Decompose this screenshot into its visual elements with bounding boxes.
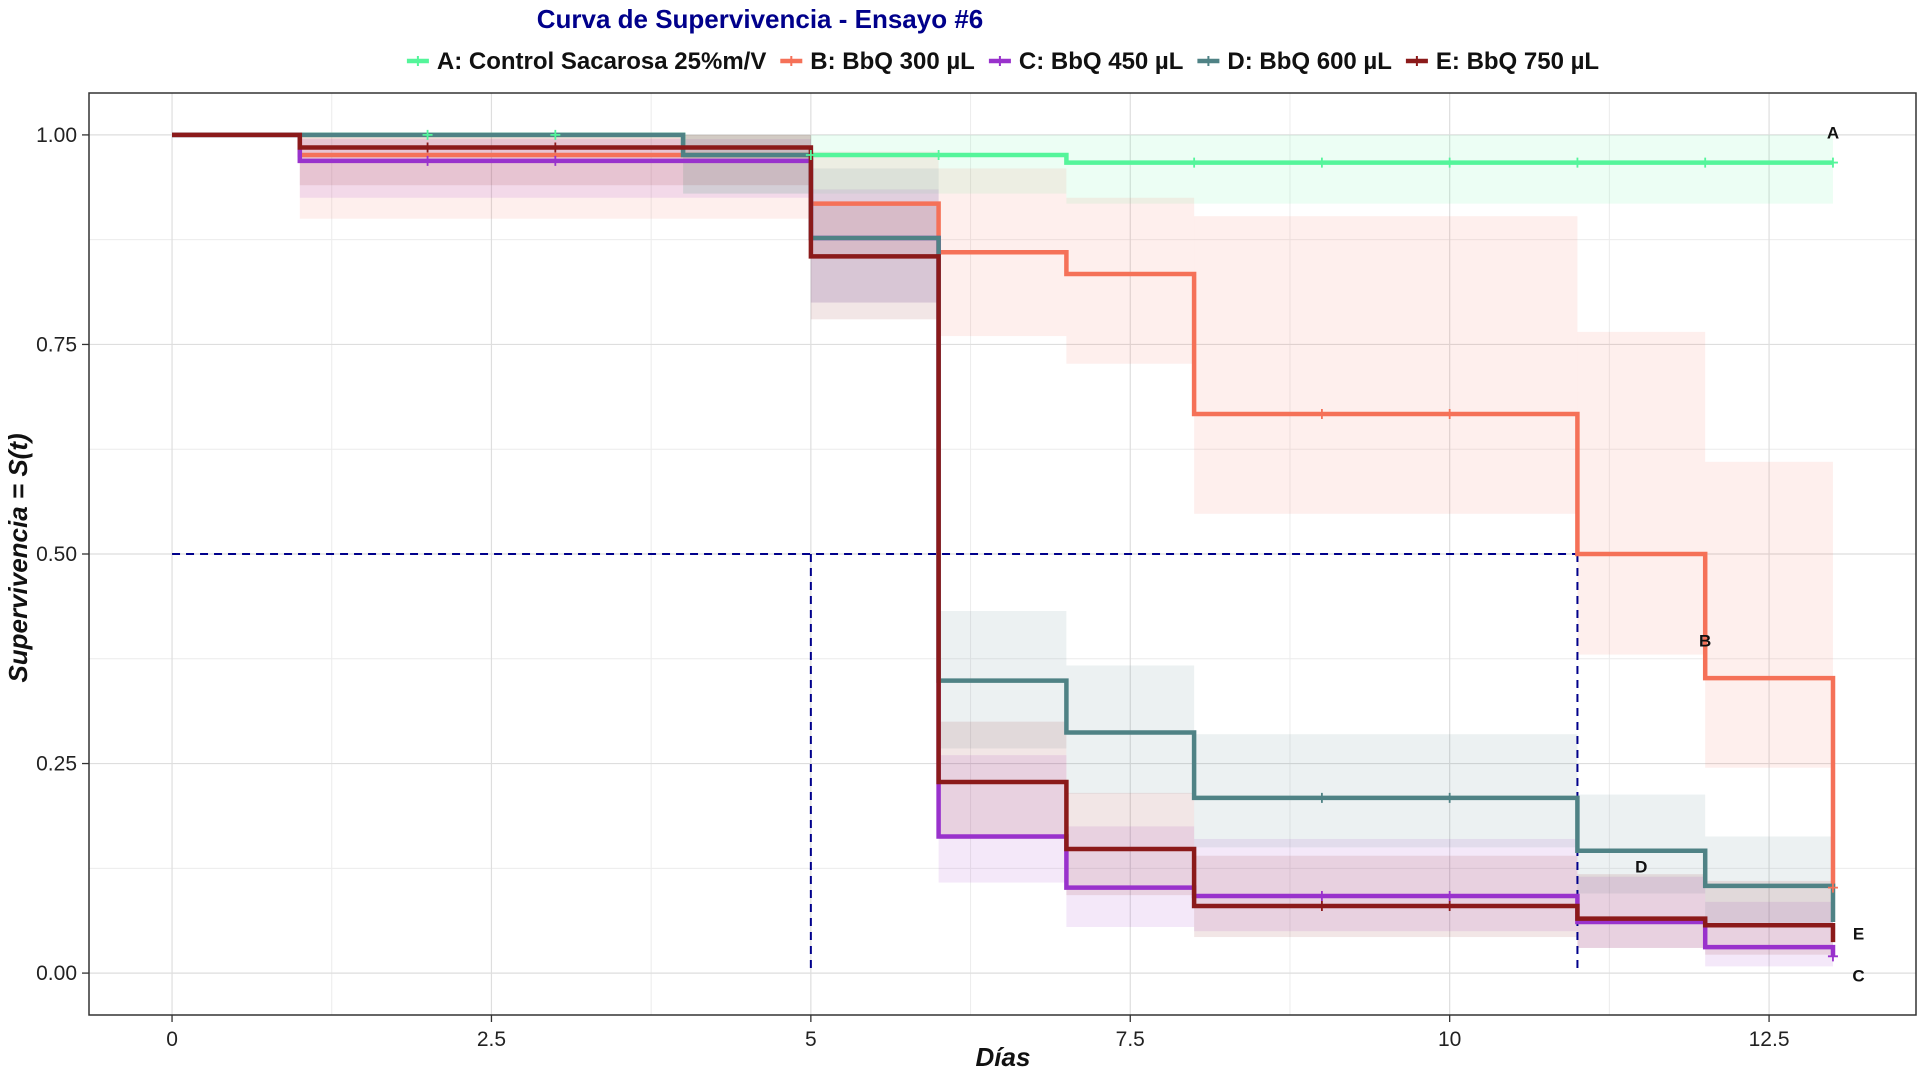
legend-key-cross — [412, 56, 423, 66]
x-tick-label: 0 — [166, 1028, 178, 1051]
legend-key-cross — [786, 56, 797, 66]
legend-label: A: Control Sacarosa 25%m/V — [437, 48, 766, 75]
legend-item: A: Control Sacarosa 25%m/V — [406, 48, 766, 75]
confidence-band-segment — [1705, 461, 1833, 768]
y-tick-label: 1.00 — [36, 124, 77, 147]
legend: A: Control Sacarosa 25%m/V B: BbQ 300 µL C… — [406, 48, 1599, 75]
end-labels: A B D E C — [1635, 123, 1864, 985]
censor-mark — [1827, 882, 1838, 893]
x-tick-label: 5 — [805, 1028, 817, 1051]
legend-key-cross — [994, 56, 1005, 66]
median-reference-lines — [172, 553, 1579, 974]
censor-mark — [1189, 157, 1200, 168]
y-tick-label: 0.50 — [36, 543, 77, 566]
confidence-band-segment — [683, 134, 1067, 194]
confidence-band-segment — [1194, 734, 1578, 848]
legend-item: E: BbQ 750 µL — [1405, 48, 1599, 75]
survival-lines — [172, 132, 1836, 957]
censor-mark — [1444, 901, 1455, 912]
censor-mark — [1572, 157, 1583, 168]
censor-mark — [1316, 157, 1327, 168]
censor-mark — [1316, 890, 1327, 901]
end-label: B — [1699, 631, 1711, 650]
censor-mark — [1316, 901, 1327, 912]
censor-mark — [1827, 951, 1838, 962]
legend-item: D: BbQ 600 µL — [1197, 48, 1392, 75]
confidence-band-segment — [1066, 134, 1833, 204]
x-tick-label: 7.5 — [1116, 1028, 1145, 1051]
censor-mark — [1444, 890, 1455, 901]
x-axis-title: Días — [976, 1042, 1031, 1072]
chart-title: Curva de Supervivencia - Ensayo #6 — [537, 4, 984, 34]
confidence-band-segment — [810, 201, 939, 320]
confidence-band-segment — [1705, 880, 1833, 955]
confidence-band-segment — [1066, 792, 1195, 896]
confidence-band-segment — [810, 168, 939, 303]
legend-key-cross — [1411, 56, 1422, 66]
y-tick-label: 0.25 — [36, 753, 77, 776]
censor-mark — [1316, 792, 1327, 803]
censor-mark — [1827, 157, 1838, 168]
legend-label: E: BbQ 750 µL — [1436, 48, 1599, 75]
x-axis-ticks: 0 2.5 5 7.5 10 12.5 — [166, 1015, 1790, 1051]
censor-mark — [422, 129, 433, 140]
confidence-band-segment — [1194, 838, 1578, 932]
end-label: A — [1827, 123, 1839, 142]
censor-marks — [422, 129, 1838, 962]
legend-label: D: BbQ 600 µL — [1227, 48, 1392, 75]
confidence-band-segment — [1066, 197, 1195, 364]
x-tick-label: 10 — [1438, 1028, 1461, 1051]
legend-label: B: BbQ 300 µL — [810, 48, 975, 75]
y-axis-ticks: 0.00 0.25 0.50 0.75 1.00 — [36, 124, 89, 985]
confidence-band-segment — [683, 134, 811, 194]
x-tick-label: 12.5 — [1749, 1028, 1790, 1051]
confidence-band-segment — [1577, 876, 1706, 948]
confidence-band-segment — [1705, 901, 1833, 967]
y-axis-title: Supervivencia = S(t) — [3, 433, 33, 682]
censor-mark — [1444, 409, 1455, 420]
survival-line — [172, 132, 1836, 922]
survival-line — [172, 132, 1836, 888]
end-label: E — [1853, 925, 1864, 944]
censor-mark — [550, 142, 561, 153]
confidence-band-segment — [1705, 836, 1833, 923]
confidence-band-segment — [1577, 331, 1706, 655]
censor-mark — [933, 150, 944, 161]
y-tick-label: 0.00 — [36, 962, 77, 985]
end-label: D — [1635, 858, 1647, 877]
censor-mark — [422, 142, 433, 153]
confidence-band-segment — [1194, 216, 1578, 514]
legend-item: C: BbQ 450 µL — [988, 48, 1184, 75]
confidence-band-segment — [1066, 665, 1195, 794]
confidence-band-segment — [1066, 826, 1195, 927]
censor-mark — [422, 155, 433, 166]
confidence-band-segment — [938, 755, 1067, 883]
censor-mark — [1444, 157, 1455, 168]
end-label: C — [1852, 967, 1864, 986]
censor-mark — [1700, 157, 1711, 168]
censor-mark — [550, 129, 561, 140]
censor-mark — [1316, 409, 1327, 420]
x-tick-label: 2.5 — [477, 1028, 506, 1051]
y-tick-label: 0.75 — [36, 333, 77, 356]
legend-label: C: BbQ 450 µL — [1019, 48, 1184, 75]
confidence-band-segment — [1577, 874, 1706, 948]
legend-item: B: BbQ 300 µL — [780, 48, 975, 75]
censor-mark — [805, 150, 816, 161]
censor-mark — [1444, 792, 1455, 803]
censor-mark — [550, 155, 561, 166]
survival-line — [172, 132, 1836, 943]
confidence-band-segment — [1577, 794, 1706, 894]
legend-key-cross — [1203, 56, 1214, 66]
confidence-band-segment — [810, 189, 939, 303]
